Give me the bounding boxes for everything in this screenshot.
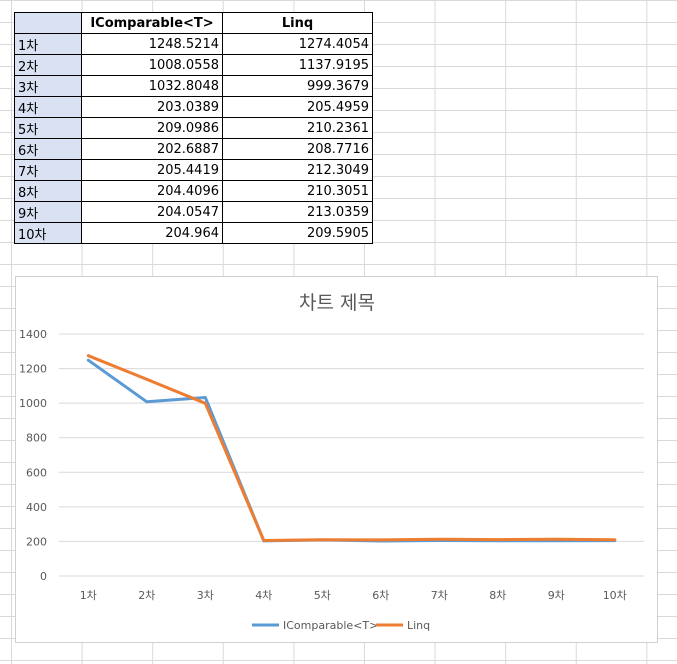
icomparable-value-cell[interactable]: 1008.0558 bbox=[81, 54, 223, 76]
y-tick-label: 400 bbox=[26, 501, 47, 514]
line-chart: 차트 제목 0 200 400 600 800 1000 1200 1400 1차 2차 3차 4차… bbox=[19, 292, 644, 632]
icomparable-value-cell[interactable]: 209.0986 bbox=[81, 117, 223, 139]
table-row: 2차 1008.0558 1137.9195 bbox=[14, 54, 373, 76]
linq-value-cell[interactable]: 210.2361 bbox=[222, 117, 373, 139]
header-row: IComparable<T> Linq bbox=[14, 12, 373, 34]
icomparable-value-cell[interactable]: 202.6887 bbox=[81, 138, 223, 160]
header-corner-cell[interactable] bbox=[14, 12, 82, 34]
icomparable-value-cell[interactable]: 1248.5214 bbox=[81, 33, 223, 55]
table-row: 6차 202.6887 208.7716 bbox=[14, 138, 373, 160]
icomparable-value-cell[interactable]: 204.0547 bbox=[81, 201, 223, 223]
series-line-linq[interactable] bbox=[86, 354, 617, 542]
y-tick-label: 1200 bbox=[19, 363, 47, 376]
row-label-cell[interactable]: 7차 bbox=[14, 159, 82, 181]
x-tick-label: 9차 bbox=[548, 589, 565, 602]
icomparable-value-cell[interactable]: 205.4419 bbox=[81, 159, 223, 181]
table-row: 9차 204.0547 213.0359 bbox=[14, 201, 373, 223]
data-table: IComparable<T> Linq 1차 1248.5214 1274.4054… bbox=[14, 12, 373, 244]
y-tick-label: 0 bbox=[40, 570, 47, 583]
row-label-cell[interactable]: 1차 bbox=[14, 33, 82, 55]
linq-value-cell[interactable]: 209.5905 bbox=[222, 222, 373, 244]
x-tick-label: 6차 bbox=[372, 589, 389, 602]
linq-value-cell[interactable]: 210.3051 bbox=[222, 180, 373, 202]
y-tick-label: 800 bbox=[26, 432, 47, 445]
header-linq[interactable]: Linq bbox=[222, 12, 373, 34]
table-row: 1차 1248.5214 1274.4054 bbox=[14, 33, 373, 55]
y-tick-label: 600 bbox=[26, 466, 47, 479]
icomparable-value-cell[interactable]: 204.4096 bbox=[81, 180, 223, 202]
legend-label: Linq bbox=[407, 619, 430, 632]
linq-value-cell[interactable]: 213.0359 bbox=[222, 201, 373, 223]
table-row: 8차 204.4096 210.3051 bbox=[14, 180, 373, 202]
x-tick-label: 4차 bbox=[255, 589, 272, 602]
legend-label: IComparable<T> bbox=[283, 619, 378, 632]
row-label-cell[interactable]: 5차 bbox=[14, 117, 82, 139]
row-label-cell[interactable]: 2차 bbox=[14, 54, 82, 76]
row-label-cell[interactable]: 6차 bbox=[14, 138, 82, 160]
x-tick-label: 5차 bbox=[314, 589, 331, 602]
linq-value-cell[interactable]: 1274.4054 bbox=[222, 33, 373, 55]
row-label-cell[interactable]: 9차 bbox=[14, 201, 82, 223]
y-tick-label: 1400 bbox=[19, 328, 47, 341]
icomparable-value-cell[interactable]: 203.0389 bbox=[81, 96, 223, 118]
table-row: 4차 203.0389 205.4959 bbox=[14, 96, 373, 118]
x-tick-label: 2차 bbox=[138, 589, 155, 602]
row-label-cell[interactable]: 3차 bbox=[14, 75, 82, 97]
x-tick-label: 7차 bbox=[431, 589, 448, 602]
linq-value-cell[interactable]: 1137.9195 bbox=[222, 54, 373, 76]
y-tick-label: 200 bbox=[26, 535, 47, 548]
x-tick-label: 10차 bbox=[603, 589, 627, 602]
chart-title: 차트 제목 bbox=[299, 292, 375, 314]
row-label-cell[interactable]: 8차 bbox=[14, 180, 82, 202]
linq-value-cell[interactable]: 208.7716 bbox=[222, 138, 373, 160]
chart-container[interactable]: 차트 제목 0 200 400 600 800 1000 1200 1400 1차 2차 3차 4차… bbox=[15, 276, 658, 643]
table-row: 3차 1032.8048 999.3679 bbox=[14, 75, 373, 97]
table-row: 5차 209.0986 210.2361 bbox=[14, 117, 373, 139]
row-label-cell[interactable]: 10차 bbox=[14, 222, 82, 244]
x-tick-label: 3차 bbox=[197, 589, 214, 602]
icomparable-value-cell[interactable]: 1032.8048 bbox=[81, 75, 223, 97]
linq-value-cell[interactable]: 205.4959 bbox=[222, 96, 373, 118]
table-row: 7차 205.4419 212.3049 bbox=[14, 159, 373, 181]
x-tick-label: 8차 bbox=[489, 589, 506, 602]
linq-value-cell[interactable]: 212.3049 bbox=[222, 159, 373, 181]
x-tick-label: 1차 bbox=[80, 589, 97, 602]
linq-value-cell[interactable]: 999.3679 bbox=[222, 75, 373, 97]
icomparable-value-cell[interactable]: 204.964 bbox=[81, 222, 223, 244]
header-icomparable[interactable]: IComparable<T> bbox=[81, 12, 223, 34]
row-label-cell[interactable]: 4차 bbox=[14, 96, 82, 118]
table-row: 10차 204.964 209.5905 bbox=[14, 222, 373, 244]
y-tick-label: 1000 bbox=[19, 397, 47, 410]
